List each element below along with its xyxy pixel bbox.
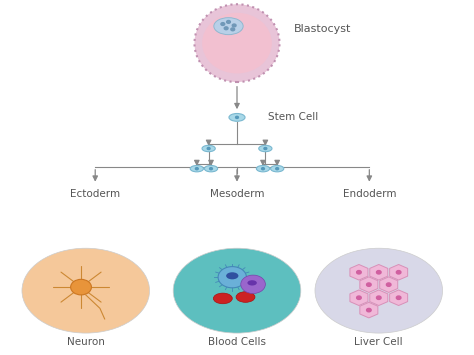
Circle shape [231, 28, 235, 31]
Ellipse shape [194, 4, 280, 82]
Ellipse shape [271, 165, 284, 172]
Ellipse shape [226, 272, 238, 279]
Ellipse shape [213, 293, 232, 304]
Circle shape [224, 27, 228, 30]
Circle shape [218, 267, 246, 288]
Polygon shape [380, 277, 398, 293]
Circle shape [396, 296, 401, 299]
Text: Stem Cell: Stem Cell [268, 113, 318, 122]
Circle shape [221, 23, 225, 26]
Circle shape [366, 308, 371, 312]
Ellipse shape [190, 165, 203, 172]
Text: Neuron: Neuron [67, 337, 105, 346]
Ellipse shape [214, 18, 243, 35]
Text: Blood Cells: Blood Cells [208, 337, 266, 346]
Circle shape [356, 296, 361, 299]
Polygon shape [350, 290, 368, 306]
Circle shape [227, 21, 230, 23]
Circle shape [236, 116, 238, 119]
Ellipse shape [247, 280, 257, 285]
Polygon shape [360, 277, 378, 293]
Circle shape [241, 275, 265, 294]
Polygon shape [390, 264, 408, 280]
Ellipse shape [202, 13, 272, 73]
Polygon shape [370, 290, 388, 306]
Ellipse shape [315, 248, 443, 333]
Circle shape [207, 147, 210, 149]
Circle shape [276, 168, 279, 170]
Ellipse shape [229, 114, 245, 121]
Circle shape [262, 168, 264, 170]
Polygon shape [360, 302, 378, 318]
Ellipse shape [202, 145, 215, 152]
Text: Ectoderm: Ectoderm [70, 189, 120, 199]
Circle shape [210, 168, 212, 170]
Text: Blastocyst: Blastocyst [294, 24, 351, 34]
Circle shape [195, 168, 198, 170]
Ellipse shape [256, 165, 270, 172]
Polygon shape [350, 264, 368, 280]
Ellipse shape [236, 292, 255, 302]
Text: Endoderm: Endoderm [343, 189, 396, 199]
Ellipse shape [173, 248, 301, 333]
Polygon shape [370, 264, 388, 280]
Circle shape [396, 271, 401, 274]
Ellipse shape [204, 165, 218, 172]
Circle shape [376, 296, 381, 299]
Text: Mesoderm: Mesoderm [210, 189, 264, 199]
Ellipse shape [259, 145, 272, 152]
Circle shape [71, 279, 91, 295]
Circle shape [264, 147, 267, 149]
Polygon shape [390, 290, 408, 306]
Ellipse shape [22, 248, 150, 333]
Text: Liver Cell: Liver Cell [355, 337, 403, 346]
Circle shape [366, 283, 371, 286]
Circle shape [376, 271, 381, 274]
Circle shape [232, 24, 236, 27]
Circle shape [356, 271, 361, 274]
Circle shape [386, 283, 391, 286]
